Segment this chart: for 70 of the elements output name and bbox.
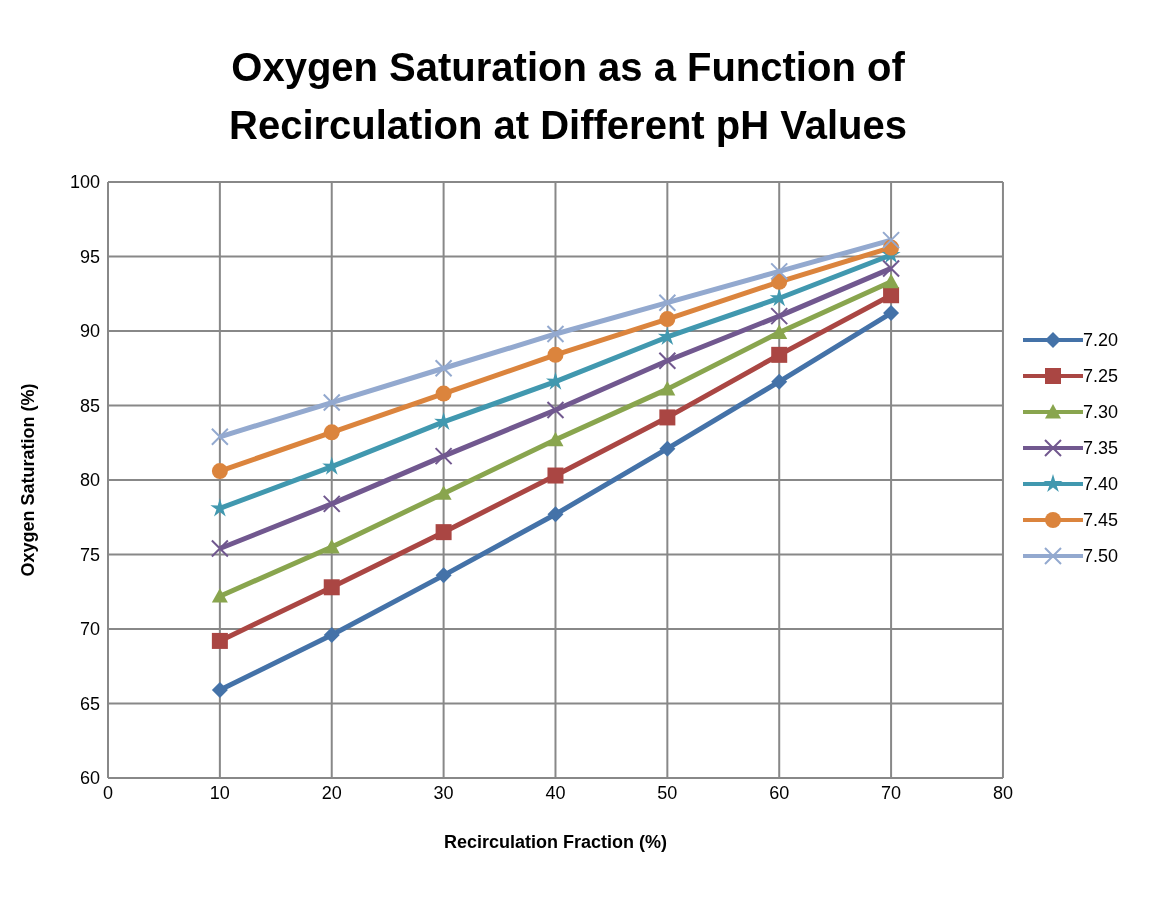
point: [882, 259, 901, 278]
point: [771, 324, 788, 339]
point: [211, 588, 228, 603]
x-axis-title: Recirculation Fraction (%): [443, 832, 667, 852]
point: [323, 424, 340, 441]
legend-label: 7.40: [1082, 473, 1118, 495]
legend-label: 7.50: [1082, 545, 1118, 567]
point: [882, 231, 901, 250]
legend-label: 7.45: [1082, 509, 1118, 531]
legend-label: 7.30: [1082, 401, 1118, 423]
point: [435, 567, 452, 584]
point: [210, 539, 229, 558]
point: [547, 506, 564, 523]
y-tick-label: 85: [79, 395, 100, 416]
point: [547, 346, 564, 363]
point: [658, 351, 677, 370]
legend-label: 7.35: [1082, 437, 1118, 459]
y-tick-label: 90: [79, 321, 100, 342]
point: [659, 409, 676, 426]
point: [323, 539, 340, 554]
x-tick-label: 80: [992, 782, 1013, 803]
x-tick-label: 60: [769, 782, 790, 803]
point: [211, 682, 228, 699]
point: [546, 400, 565, 419]
point: [323, 626, 340, 643]
point: [322, 393, 341, 412]
point: [770, 307, 789, 326]
point: [435, 385, 452, 402]
y-tick-label: 80: [79, 470, 100, 491]
legend-label: 7.20: [1082, 329, 1118, 351]
point: [435, 485, 452, 500]
x-tick-label: 0: [102, 782, 114, 803]
point: [210, 427, 229, 446]
point: [211, 463, 228, 480]
y-tick-label: 65: [79, 693, 100, 714]
x-tick-label: 70: [881, 782, 902, 803]
x-tick-label: 10: [209, 782, 230, 803]
point: [771, 346, 788, 363]
point: [883, 273, 900, 289]
y-tick-label: 60: [79, 768, 100, 789]
point: [323, 579, 340, 596]
y-tick-label: 75: [79, 544, 100, 565]
x-tick-label: 20: [321, 782, 342, 803]
legend-label: 7.25: [1082, 365, 1118, 387]
point: [322, 494, 341, 513]
point: [545, 371, 565, 390]
y-axis-title: Oxygen Saturation (%): [18, 383, 39, 577]
point: [658, 293, 677, 312]
point: [771, 373, 788, 390]
y-tick-label: 70: [79, 619, 100, 640]
point: [547, 431, 564, 447]
point: [434, 447, 453, 466]
point: [435, 524, 452, 541]
point: [659, 381, 676, 396]
x-tick-label: 40: [545, 782, 566, 803]
y-tick-label: 95: [79, 246, 100, 267]
x-tick-label: 30: [433, 782, 454, 803]
chart-title: Oxygen Saturation as a Function of Recirculation at Different pH Values: [228, 44, 908, 149]
point: [546, 324, 565, 343]
point: [883, 305, 900, 322]
point: [434, 359, 453, 378]
point: [883, 287, 900, 304]
point: [770, 262, 789, 281]
point: [659, 311, 676, 328]
y-tick-label: 100: [69, 172, 100, 193]
x-tick-label: 50: [657, 782, 678, 803]
point: [211, 632, 228, 649]
point: [659, 440, 676, 457]
point: [547, 467, 564, 484]
point: [657, 326, 677, 346]
